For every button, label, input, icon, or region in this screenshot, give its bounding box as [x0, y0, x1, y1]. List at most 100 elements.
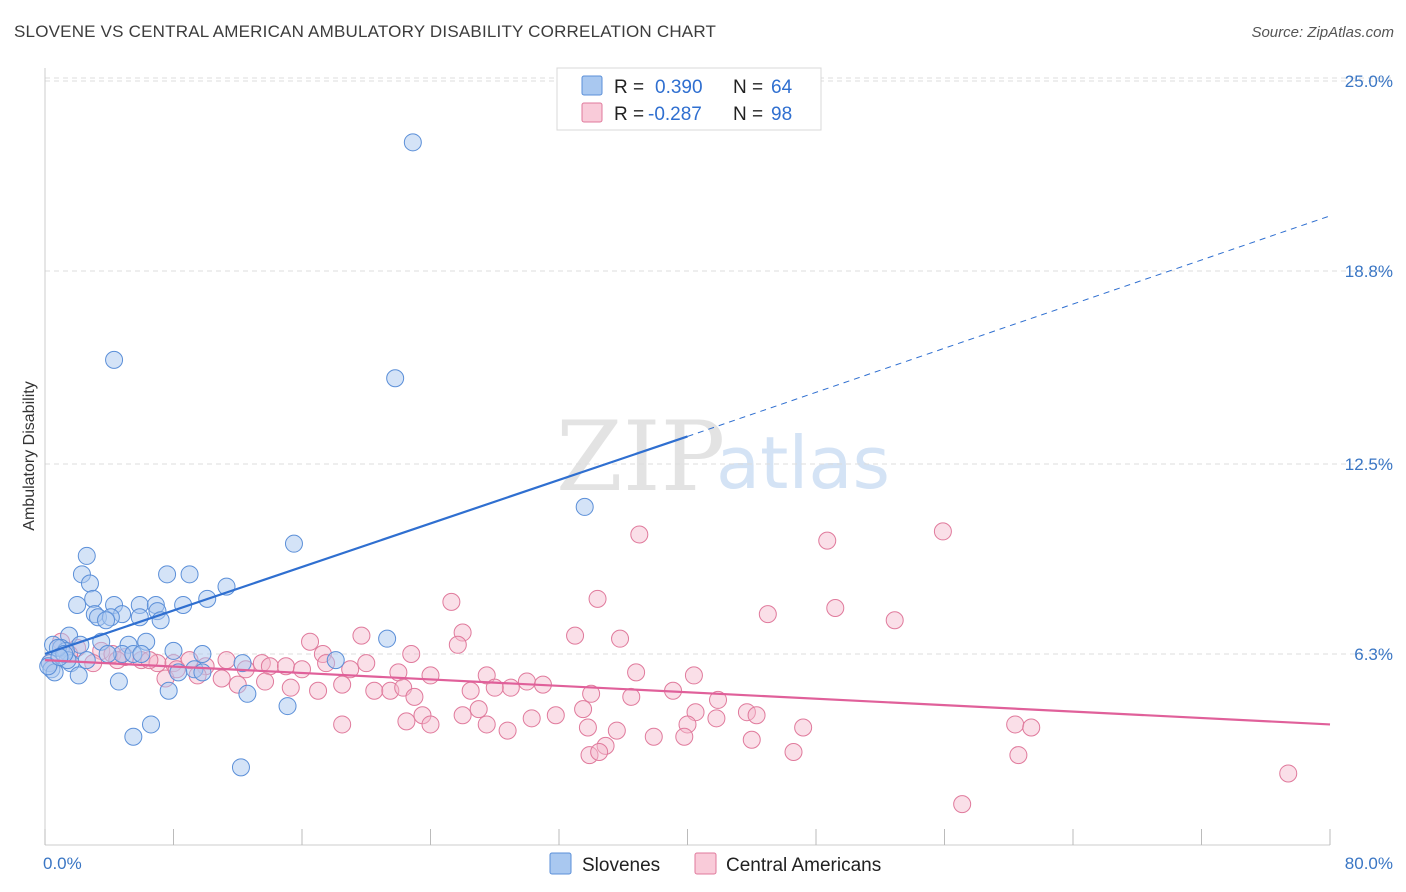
slovenes-point [164, 641, 183, 660]
slovenes-point [159, 681, 178, 700]
legend-r-label-2: R = [614, 104, 644, 125]
central-americans-trend-line [44, 659, 1331, 726]
central-americans-point [448, 635, 467, 654]
legend-n-label-1: N = [733, 77, 763, 98]
watermark: ZIP atlas [556, 401, 890, 513]
central-americans-point [333, 675, 352, 694]
central-americans-point [758, 605, 777, 624]
slovenes-point [77, 546, 96, 565]
slovenes-point [233, 654, 252, 673]
slovenes-point [575, 497, 594, 516]
central-americans-point [582, 684, 601, 703]
central-americans-point [885, 611, 904, 630]
central-americans-point [747, 706, 766, 725]
legend-n-value-2: 98 [771, 104, 792, 125]
central-americans-point [212, 669, 231, 688]
central-americans-point [622, 687, 641, 706]
legend-n-value-1: 64 [771, 77, 793, 98]
x-tick-label-end: 80.0% [1345, 854, 1393, 873]
slovenes-point [69, 666, 88, 685]
central-americans-point [630, 525, 649, 544]
axes [44, 68, 1331, 846]
central-americans-point [611, 629, 630, 648]
central-americans-point [675, 727, 694, 746]
central-americans-point [707, 709, 726, 728]
slovenes-point [97, 611, 116, 630]
slovenes-point [68, 595, 87, 614]
slovenes-point [109, 672, 128, 691]
slovenes-point [158, 565, 177, 584]
central-americans-point [574, 700, 593, 719]
slovenes-point [132, 644, 151, 663]
central-americans-point [566, 626, 585, 645]
central-americans-point [301, 632, 320, 651]
legend-bottom-label-central-americans: Central Americans [726, 855, 881, 876]
slovenes-trend-line [44, 435, 688, 656]
central-americans-point [333, 715, 352, 734]
legend-r-value-2: -0.287 [648, 104, 702, 125]
y-tick-labels: 6.3% 12.5% 18.8% 25.0% [1345, 72, 1393, 664]
watermark-atlas: atlas [716, 421, 890, 505]
central-americans-point [580, 746, 599, 765]
central-americans-point [794, 718, 813, 737]
legend-bottom-swatch-central-americans [694, 852, 717, 875]
y-tick-label: 6.3% [1354, 645, 1393, 664]
central-americans-point [953, 795, 972, 814]
central-americans-point [684, 666, 703, 685]
central-americans-point [341, 660, 360, 679]
slovenes-point [231, 758, 250, 777]
slovenes-point [98, 644, 117, 663]
y-tick-label: 12.5% [1345, 455, 1393, 474]
central-americans-point [357, 654, 376, 673]
source-credit: Source: ZipAtlas.com [1251, 24, 1394, 41]
central-americans-point [826, 599, 845, 618]
slovenes-point [403, 133, 422, 152]
legend-top: R = 0.390 N = 64 R = -0.287 N = 98 [556, 67, 822, 131]
central-americans-point [453, 706, 472, 725]
gridlines [45, 77, 1395, 655]
central-americans-point [709, 690, 728, 709]
slovenes-trend-extension [687, 215, 1331, 437]
central-americans-point [461, 681, 480, 700]
legend-bottom-swatch-slovenes [549, 852, 572, 875]
central-americans-point [607, 721, 626, 740]
central-americans-point [737, 703, 756, 722]
central-americans-point [1009, 746, 1028, 765]
central-americans-point [421, 715, 440, 734]
central-americans-point [442, 592, 461, 611]
slovenes-point [84, 589, 103, 608]
y-axis-label: Ambulatory Disability [21, 381, 38, 530]
slovenes-point [193, 644, 212, 663]
central-americans-point [627, 663, 646, 682]
slovenes-point [169, 663, 188, 682]
watermark-zip: ZIP [556, 401, 725, 513]
central-americans-point [522, 709, 541, 728]
legend-swatch-central-americans [581, 102, 603, 123]
chart-title: SLOVENE VS CENTRAL AMERICAN AMBULATORY D… [14, 22, 717, 41]
slovenes-points [39, 133, 594, 777]
legend-bottom: Slovenes Central Americans [549, 852, 881, 876]
central-americans-point [365, 681, 384, 700]
central-americans-point [590, 743, 609, 762]
central-americans-point [588, 589, 607, 608]
slovenes-point [124, 727, 143, 746]
central-americans-points [40, 522, 1298, 814]
trend-lines [44, 215, 1331, 726]
central-americans-point [352, 626, 371, 645]
legend-bottom-label-slovenes: Slovenes [582, 855, 660, 876]
central-americans-point [1022, 718, 1041, 737]
slovenes-point [77, 651, 96, 670]
central-americans-point [469, 700, 488, 719]
central-americans-point [517, 672, 536, 691]
central-americans-point [477, 715, 496, 734]
central-americans-point [256, 672, 275, 691]
central-americans-point [309, 681, 328, 700]
central-americans-point [217, 651, 236, 670]
central-americans-point [501, 678, 520, 697]
central-americans-point [933, 522, 952, 541]
central-americans-point [397, 712, 416, 731]
slovenes-point [386, 369, 405, 388]
central-americans-point [1279, 764, 1298, 783]
central-americans-point [578, 718, 597, 737]
